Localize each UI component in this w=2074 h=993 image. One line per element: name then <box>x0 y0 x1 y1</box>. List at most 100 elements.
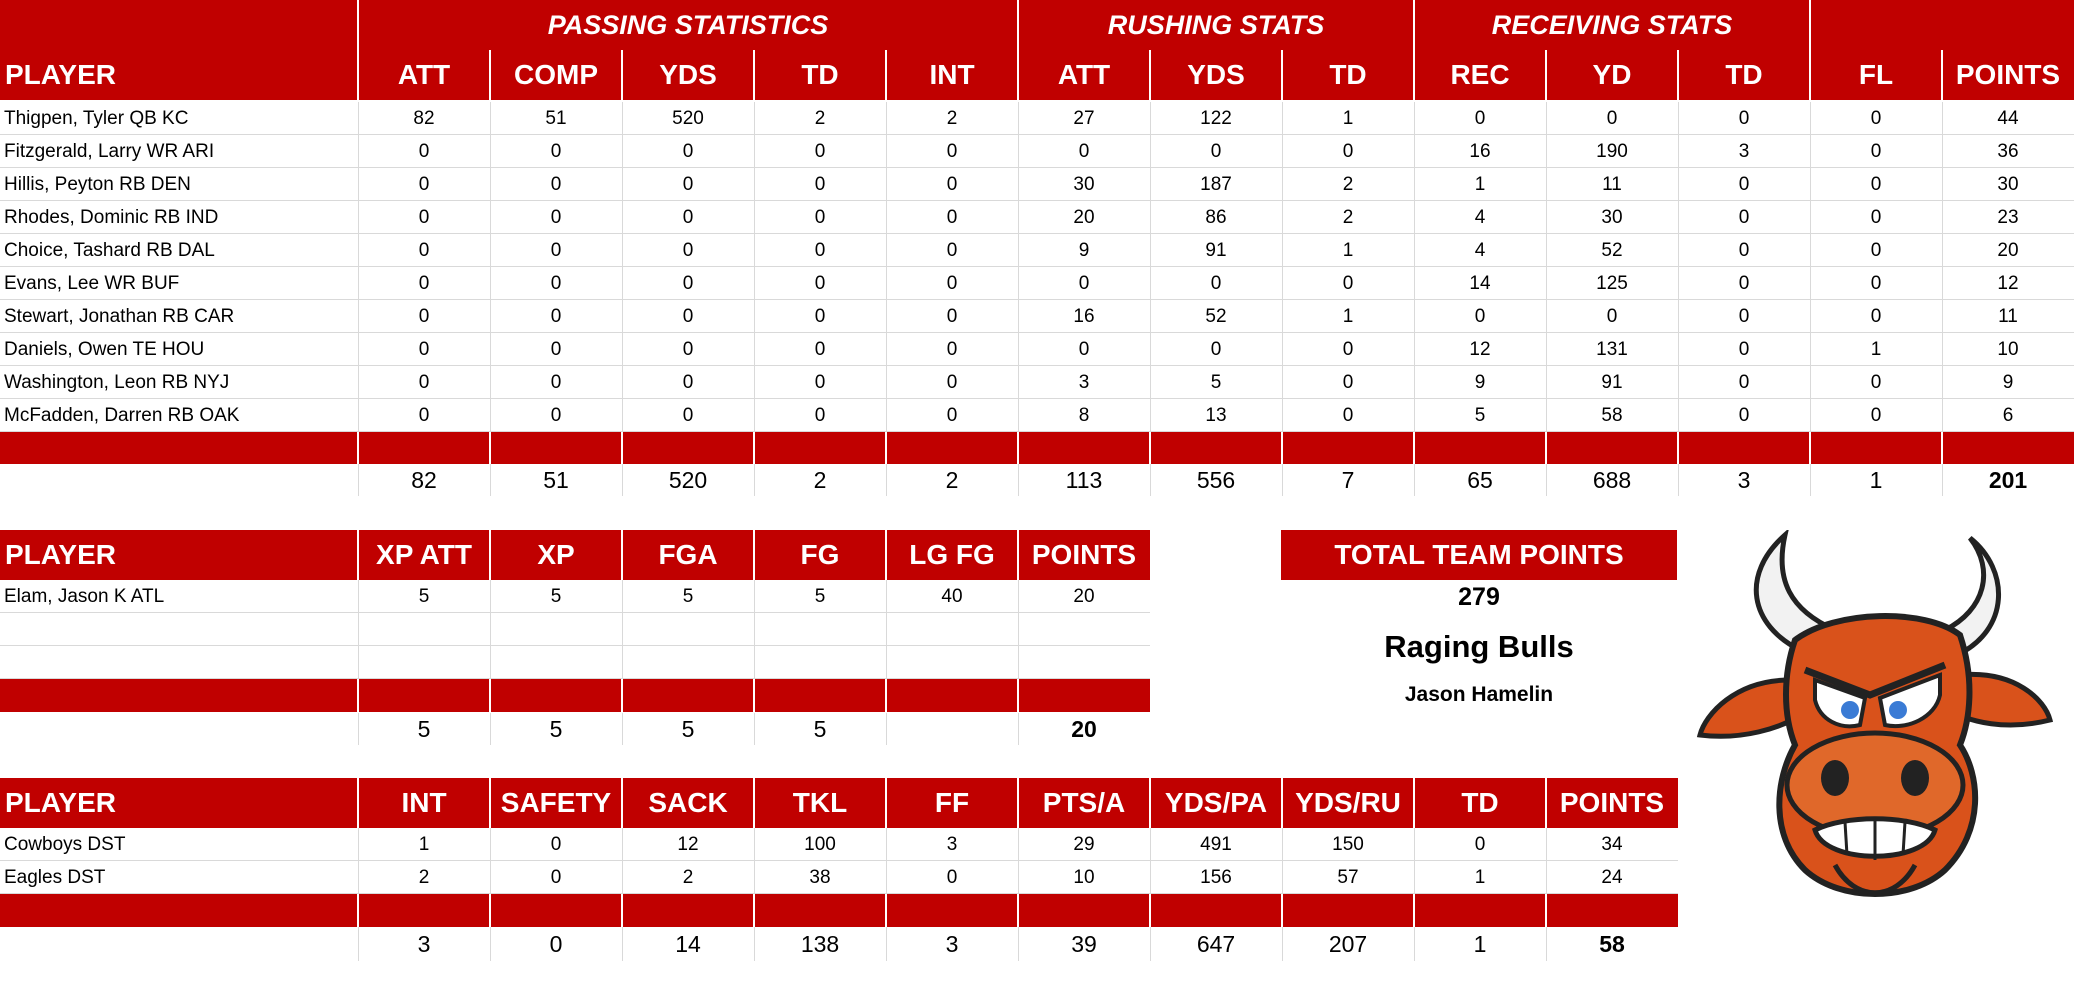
kicker-cell <box>754 613 886 646</box>
defense-separator-band <box>886 894 1018 927</box>
section-divider <box>1413 0 1415 50</box>
col-gridline <box>490 927 491 961</box>
separator-divider <box>885 679 887 712</box>
main-cell: 82 <box>413 107 435 129</box>
header-divider <box>1017 778 1019 828</box>
main-header-att: ATT <box>358 50 490 100</box>
header-divider <box>1413 778 1415 828</box>
main-player-cell: McFadden, Darren RB OAK <box>4 404 240 426</box>
defense-cell: 150 <box>1332 833 1364 855</box>
main-cell: 0 <box>1738 371 1750 393</box>
main-cell: 0 <box>682 173 694 195</box>
separator-divider <box>357 432 359 464</box>
separator-divider <box>1149 894 1151 927</box>
defense-total-cell: 3 <box>417 930 431 957</box>
kicker-cell: 5 <box>682 585 694 607</box>
kicker-total-cell <box>0 713 358 745</box>
kicker-player-cell: Elam, Jason K ATL <box>4 585 165 607</box>
separator-divider <box>489 679 491 712</box>
main-cell: 2 <box>1342 206 1354 228</box>
main-cell: 16 <box>1469 140 1491 162</box>
main-header-player: PLAYER <box>0 50 358 100</box>
kicker-cell <box>358 613 490 646</box>
row-gridline <box>0 266 2074 267</box>
header-divider <box>621 50 623 100</box>
defense-player-cell: Cowboys DST <box>4 833 126 855</box>
kicker-cell <box>358 646 490 679</box>
col-gridline <box>1678 464 1679 496</box>
kicker-cell <box>886 613 1018 646</box>
main-player-cell: Thigpen, Tyler QB KC <box>4 107 189 129</box>
col-gridline <box>886 464 887 496</box>
main-separator-band <box>1282 432 1414 464</box>
defense-cell: 2 <box>418 866 430 888</box>
main-cell: 36 <box>1997 140 2019 162</box>
col-gridline <box>886 102 887 432</box>
kicker-header-points: POINTS <box>1018 530 1150 580</box>
separator-divider <box>357 679 359 712</box>
defense-header-player: PLAYER <box>0 778 358 828</box>
defense-total-cell: 0 <box>549 930 563 957</box>
main-cell: 13 <box>1205 404 1227 426</box>
col-gridline <box>1018 927 1019 961</box>
defense-total-cell: 14 <box>675 930 701 957</box>
kicker-cell: 5 <box>550 585 562 607</box>
main-total-cell: 2 <box>813 466 827 493</box>
defense-cell: 2 <box>682 866 694 888</box>
separator-divider <box>885 432 887 464</box>
kicker-total-cell: 5 <box>681 715 695 742</box>
col-gridline <box>754 102 755 432</box>
main-cell: 131 <box>1596 338 1628 360</box>
kicker-header-xp-att: XP ATT <box>358 530 490 580</box>
main-cell: 0 <box>814 239 826 261</box>
main-header-fl: FL <box>1810 50 1942 100</box>
defense-cell: 34 <box>1601 833 1623 855</box>
header-divider <box>1149 50 1151 100</box>
header-divider <box>1281 778 1283 828</box>
main-cell: 0 <box>418 272 430 294</box>
main-cell: 0 <box>1870 404 1882 426</box>
main-cell: 51 <box>545 107 567 129</box>
main-cell: 12 <box>1469 338 1491 360</box>
col-gridline <box>622 464 623 496</box>
main-separator-band <box>1018 432 1150 464</box>
col-gridline <box>1546 927 1547 961</box>
defense-header-sack: SACK <box>622 778 754 828</box>
main-cell: 9 <box>1474 371 1486 393</box>
separator-divider <box>489 432 491 464</box>
defense-cell: 1 <box>418 833 430 855</box>
row-gridline <box>0 332 2074 333</box>
main-separator-band <box>1546 432 1678 464</box>
col-gridline <box>622 828 623 894</box>
header-divider <box>489 778 491 828</box>
main-cell: 0 <box>814 404 826 426</box>
main-cell: 3 <box>1738 140 1750 162</box>
main-cell: 0 <box>814 140 826 162</box>
main-cell: 12 <box>1997 272 2019 294</box>
main-cell: 1 <box>1870 338 1882 360</box>
col-gridline <box>754 713 755 745</box>
main-player-cell: Stewart, Jonathan RB CAR <box>4 305 235 327</box>
col-gridline <box>358 102 359 432</box>
header-divider <box>489 50 491 100</box>
separator-divider <box>753 432 755 464</box>
section-divider <box>1809 0 1811 50</box>
kicker-separator-band <box>490 679 622 712</box>
kicker-cell <box>754 646 886 679</box>
section-header-player-blank <box>0 0 358 50</box>
main-cell: 0 <box>946 404 958 426</box>
defense-cell: 3 <box>946 833 958 855</box>
kicker-cell <box>622 613 754 646</box>
main-cell: 30 <box>1997 173 2019 195</box>
main-total-cell: 3 <box>1737 466 1751 493</box>
separator-divider <box>1281 432 1283 464</box>
defense-cell: 0 <box>550 833 562 855</box>
main-cell: 0 <box>1342 272 1354 294</box>
main-header-int: INT <box>886 50 1018 100</box>
col-gridline <box>1282 464 1283 496</box>
main-cell: 0 <box>814 206 826 228</box>
defense-header-tkl: TKL <box>754 778 886 828</box>
defense-separator-band <box>0 894 358 927</box>
col-gridline <box>1018 713 1019 745</box>
main-cell: 52 <box>1601 239 1623 261</box>
